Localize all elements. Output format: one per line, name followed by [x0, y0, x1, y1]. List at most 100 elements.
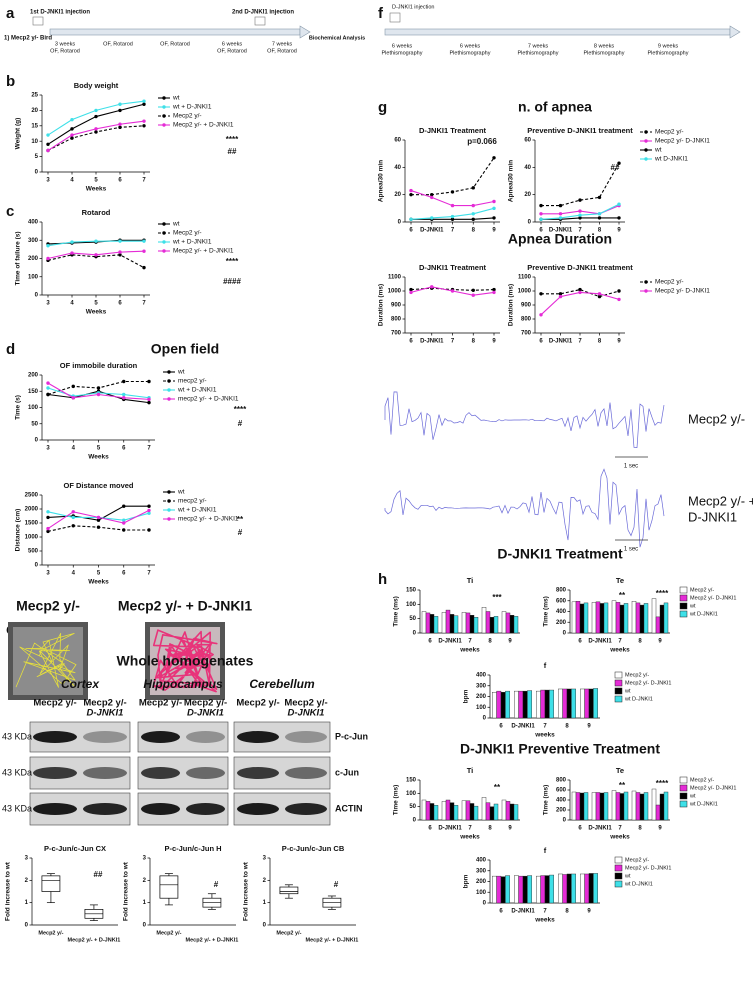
point	[70, 117, 74, 122]
track-label: Mecp2 y/- + D-JNKI1	[118, 598, 252, 614]
model-label: 1) Mecp2 y/- Bird	[4, 36, 52, 42]
y-tick-label: 300	[476, 868, 487, 874]
y-tick-label: 2500	[25, 493, 39, 499]
legend-label: wt	[689, 603, 696, 609]
point	[539, 313, 543, 317]
bar	[441, 612, 447, 634]
bar	[591, 792, 597, 821]
point	[94, 108, 98, 113]
legend-label: Mecp2 y/-	[690, 777, 714, 783]
point	[471, 186, 475, 190]
y-tick-label: 200	[476, 879, 487, 885]
box	[279, 886, 299, 895]
legend-label: Mecp2 y/- D-JNKI1	[625, 680, 671, 686]
box	[41, 875, 61, 892]
point	[94, 130, 98, 134]
legend-label: Mecp2 y/- D-JNKI1	[655, 288, 710, 295]
panel-letter: c	[6, 203, 14, 220]
lane-label: D-JNKI1	[288, 708, 325, 719]
bar	[514, 875, 519, 904]
x-tick-label: 7	[468, 639, 472, 645]
y-tick-label: 50	[409, 616, 416, 622]
x-tick-label: 6	[539, 228, 543, 234]
point	[450, 217, 455, 221]
y-tick-label: 800	[391, 317, 402, 323]
annotation: ****	[234, 405, 247, 414]
y-tick-label: 50	[409, 804, 416, 810]
point	[492, 206, 496, 211]
x-tick-label: 6	[409, 339, 413, 345]
y-tick-label: 100	[406, 791, 417, 797]
y-tick-label: 20	[394, 192, 401, 198]
legend-label: mecp2 y/-	[178, 378, 207, 385]
legend-label: mecp2 y/- + D-JNKI1	[178, 516, 239, 523]
bar	[518, 690, 524, 719]
chart-title: P-c-Jun/c-Jun CX	[44, 844, 106, 853]
point	[71, 396, 75, 400]
bar	[663, 602, 669, 634]
x-axis-label: weeks	[609, 647, 630, 654]
y-tick-label: 0	[398, 220, 402, 226]
legend-swatch	[614, 872, 623, 880]
legend-marker	[162, 114, 166, 118]
legend-label: wt D-JNKI1	[689, 611, 718, 617]
legend-marker	[167, 499, 171, 503]
y-tick-label: 50	[31, 421, 38, 427]
legend-marker	[162, 240, 166, 244]
bar	[599, 603, 605, 634]
bar	[595, 792, 601, 821]
bar	[509, 803, 515, 821]
blot-band	[186, 767, 225, 779]
bar	[492, 875, 497, 904]
point	[94, 127, 98, 131]
bar	[544, 689, 550, 719]
x-tick-label: 7	[142, 301, 146, 307]
legend-swatch	[679, 610, 688, 618]
point	[46, 526, 50, 531]
point	[142, 239, 146, 243]
x-tick-label: 5	[97, 446, 101, 452]
timeline-step: OF, Rotarod	[267, 48, 297, 54]
legend-marker	[167, 379, 171, 383]
arrow-head	[729, 25, 741, 39]
panel-letter: d	[6, 341, 15, 358]
y-axis-label: Duration (ms)	[508, 284, 515, 326]
lane-label: Mecp2 y/-	[236, 698, 279, 709]
chart-title: Te	[616, 766, 624, 775]
bar	[579, 603, 585, 634]
bar	[623, 791, 629, 821]
x-tick-label: 7	[578, 228, 582, 234]
point	[558, 292, 563, 296]
x-tick-label: 6	[499, 724, 503, 730]
y-axis-label: Apnea/30 min	[508, 160, 515, 202]
bar	[485, 802, 491, 821]
point	[46, 510, 50, 514]
bar	[575, 792, 581, 821]
bar	[639, 793, 645, 821]
blot-band	[83, 731, 127, 743]
y-tick-label: 2000	[25, 507, 39, 513]
chart-title: OF immobile duration	[60, 361, 138, 370]
chart-title: P-c-Jun/c-Jun H	[164, 844, 221, 853]
series-line	[47, 254, 145, 269]
bar	[619, 604, 625, 634]
x-tick-label: 6	[428, 639, 432, 645]
arrow-head	[299, 25, 311, 39]
track-path	[15, 632, 77, 688]
legend-label: wt + D-JNKI1	[177, 507, 217, 514]
bar	[562, 688, 568, 719]
section-title: D-JNKI1 Treatment	[497, 546, 623, 562]
legend-marker	[644, 157, 648, 161]
y-tick-label: 200	[28, 373, 39, 379]
syringe-icon	[389, 12, 401, 23]
bar	[588, 873, 594, 904]
point	[70, 133, 74, 137]
x-tick-label: D-JNKI1	[438, 826, 462, 832]
legend-label: Mecp2 y/- D-JNKI1	[690, 785, 736, 791]
point	[558, 212, 563, 216]
timeline-step: OF, Rotarod	[160, 41, 190, 47]
legend-swatch	[614, 687, 623, 695]
y-axis-label: Time (ms)	[393, 596, 400, 627]
scale-label: 1 sec	[624, 547, 638, 553]
point	[46, 386, 50, 390]
